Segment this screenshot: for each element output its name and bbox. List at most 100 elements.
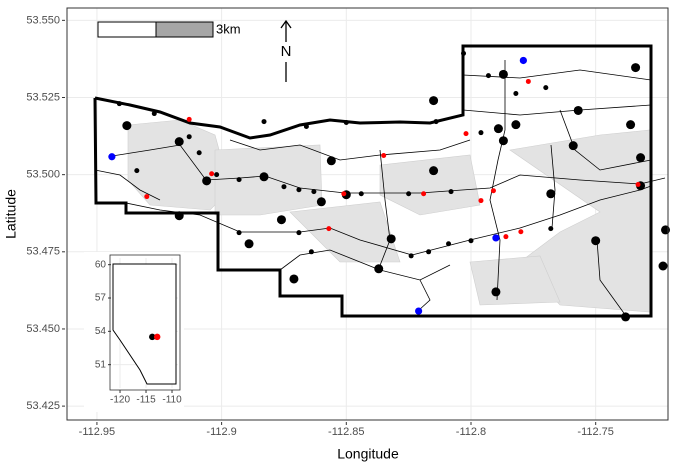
scale-bar-white (97, 21, 157, 38)
point (635, 182, 641, 188)
point (202, 176, 212, 186)
road (462, 104, 652, 116)
point (296, 187, 302, 193)
point (485, 73, 491, 79)
point (214, 172, 220, 178)
point (415, 307, 423, 315)
point (478, 198, 484, 204)
point (568, 141, 578, 151)
point (591, 236, 601, 246)
point (658, 261, 668, 271)
main-points (108, 50, 671, 322)
point (429, 166, 439, 176)
region-boundary (93, 44, 653, 318)
point (463, 131, 469, 137)
point (244, 239, 254, 249)
point (468, 238, 474, 244)
point (122, 121, 132, 131)
point (491, 287, 501, 297)
point (289, 274, 299, 284)
point (503, 234, 509, 240)
point (303, 124, 309, 130)
road (378, 149, 391, 269)
road (279, 249, 451, 281)
point (461, 50, 467, 56)
north-arrow-head (280, 19, 292, 29)
point (358, 191, 364, 197)
point (513, 90, 519, 96)
point (149, 333, 156, 341)
panel-border (66, 7, 669, 421)
y-tick-label: 51 (95, 359, 107, 370)
road (596, 239, 627, 317)
point (308, 249, 314, 255)
point (631, 63, 641, 73)
point (421, 191, 427, 197)
point (341, 191, 347, 197)
inset-shapes (112, 263, 177, 385)
point (151, 111, 157, 117)
x-tick-label: -112.75 (577, 426, 614, 438)
point (186, 116, 192, 122)
point (626, 120, 636, 130)
point (490, 188, 496, 194)
point (493, 124, 503, 134)
y-tick-label: 53.475 (26, 246, 60, 258)
point (186, 134, 192, 140)
point (261, 119, 267, 125)
y-tick-label: 57 (95, 293, 107, 304)
point (108, 153, 116, 161)
y-tick-label: 60 (95, 259, 107, 270)
point (433, 119, 439, 125)
land-area (509, 129, 651, 313)
inset-border (109, 254, 181, 391)
y-tick-label: 53.450 (26, 323, 60, 335)
point (296, 230, 302, 236)
point (144, 194, 150, 200)
point (498, 136, 508, 146)
point (498, 69, 508, 79)
point (236, 177, 242, 183)
road (462, 69, 652, 81)
point (316, 197, 326, 207)
scale-label: 3km (216, 21, 241, 36)
road (550, 144, 556, 229)
point (543, 85, 549, 91)
road (559, 109, 652, 171)
x-tick-label: -110 (162, 395, 182, 406)
point (276, 215, 286, 225)
point (374, 264, 384, 274)
point (519, 56, 527, 65)
point (448, 189, 454, 195)
x-axis-title: Longitude (337, 446, 399, 462)
point (546, 189, 556, 199)
y-tick-label: 53.500 (26, 169, 60, 181)
road (229, 139, 471, 161)
point (386, 234, 396, 244)
point (281, 184, 287, 190)
point (408, 253, 414, 259)
point (525, 78, 531, 84)
land-area (289, 201, 401, 263)
x-tick-label: -120 (110, 395, 130, 406)
y-tick-label: 53.425 (26, 400, 60, 412)
y-tick-label: 54 (95, 326, 107, 337)
point (429, 96, 439, 106)
north-label: N (281, 43, 292, 60)
land-area (379, 154, 481, 216)
point (116, 101, 122, 107)
x-tick-label: -115 (136, 395, 156, 406)
point (381, 153, 387, 159)
x-tick-label: -112.9 (206, 426, 236, 438)
point (518, 229, 524, 235)
point (311, 189, 317, 195)
point (661, 225, 671, 235)
point (259, 172, 269, 182)
y-tick-label: 53.550 (26, 14, 60, 26)
point (446, 241, 452, 247)
point (134, 168, 140, 174)
road (489, 60, 506, 301)
point (236, 230, 242, 236)
point (326, 156, 336, 166)
